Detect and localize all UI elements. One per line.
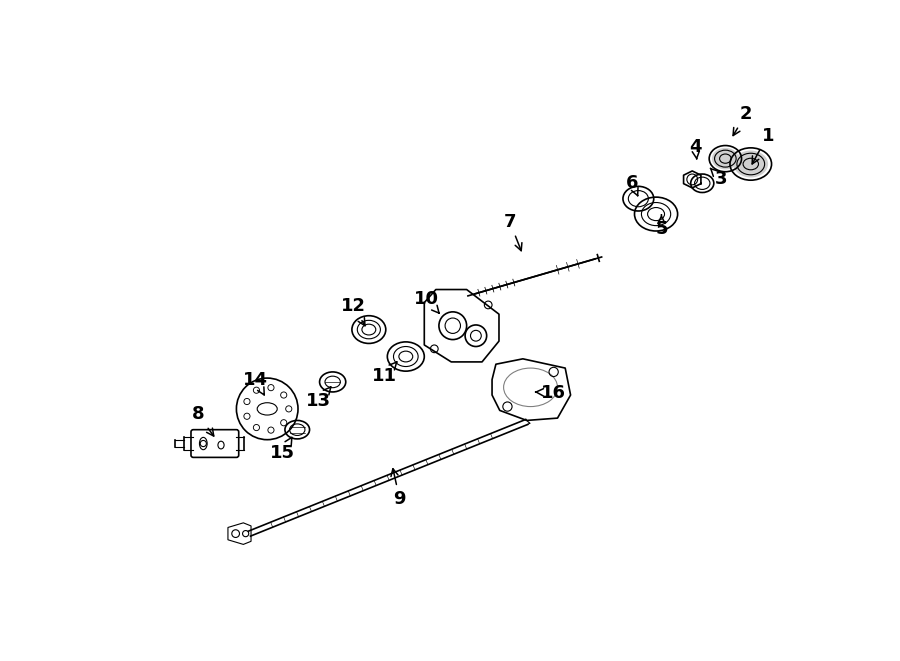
Text: 10: 10 <box>414 290 439 313</box>
Text: 8: 8 <box>192 405 213 436</box>
Text: 9: 9 <box>391 469 406 508</box>
Ellipse shape <box>712 148 739 169</box>
Text: 11: 11 <box>372 362 397 385</box>
Text: 7: 7 <box>503 213 522 251</box>
Text: 3: 3 <box>710 169 728 188</box>
Text: 16: 16 <box>536 383 566 402</box>
Text: 14: 14 <box>243 371 268 395</box>
Text: 15: 15 <box>270 438 295 462</box>
Text: 13: 13 <box>306 387 331 410</box>
Text: 12: 12 <box>341 297 366 326</box>
Text: 2: 2 <box>734 105 752 136</box>
Text: 5: 5 <box>655 215 668 239</box>
Text: 1: 1 <box>752 126 774 164</box>
Text: 6: 6 <box>626 175 638 196</box>
Text: 4: 4 <box>689 138 702 159</box>
Ellipse shape <box>734 151 768 178</box>
